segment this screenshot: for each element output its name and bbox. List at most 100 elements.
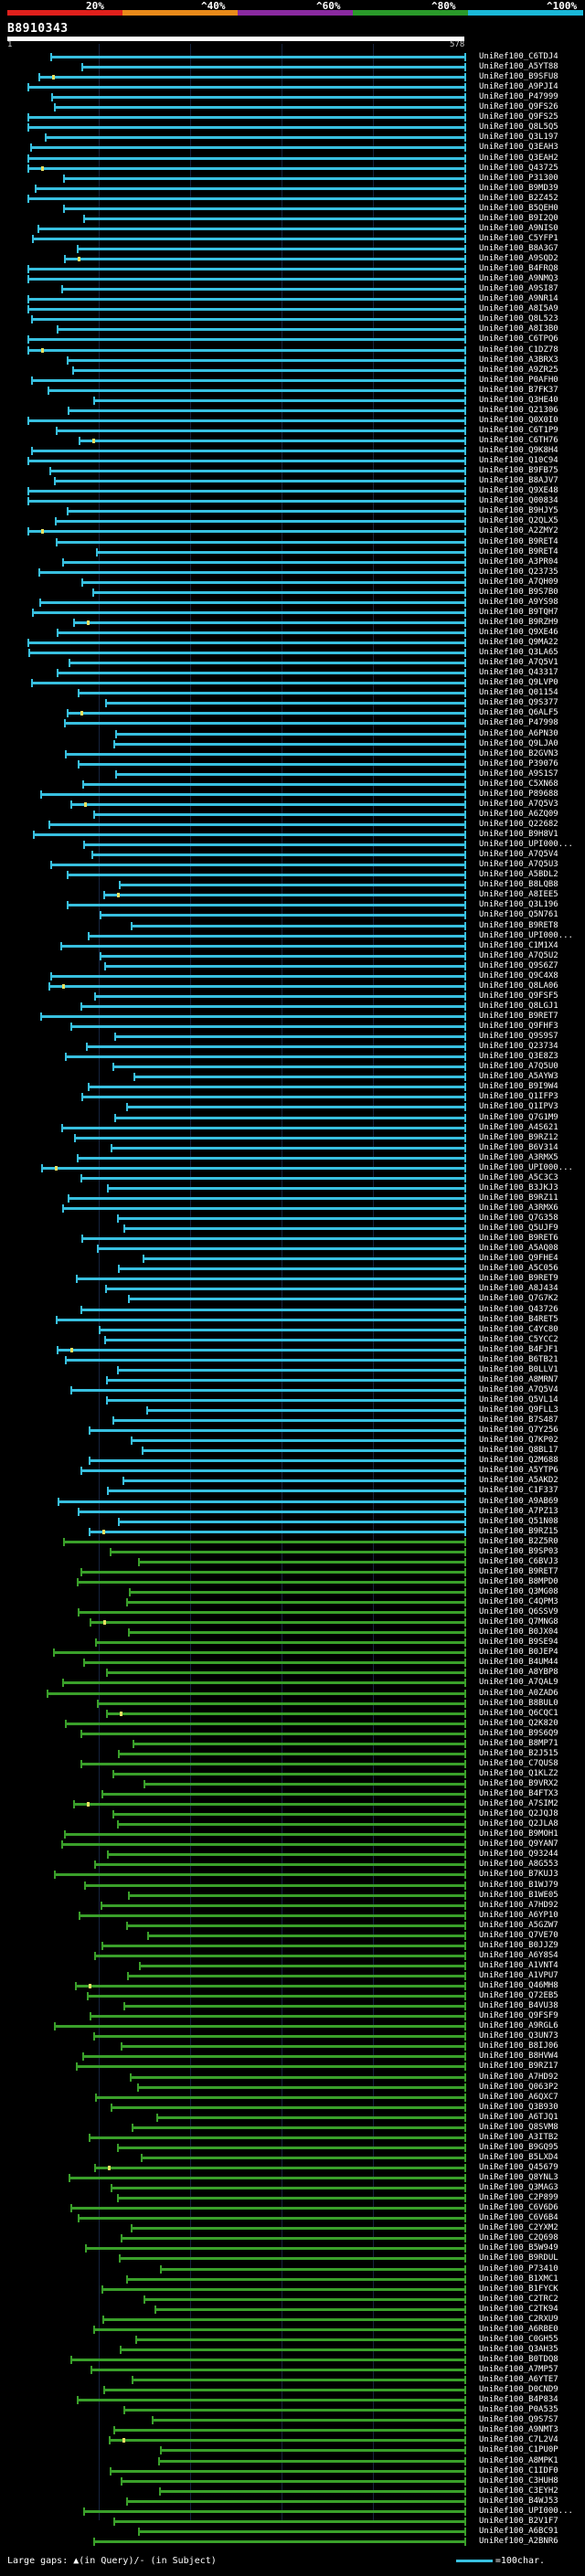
hit-row[interactable]: UniRef100_B2Z5R0 <box>0 1536 585 1547</box>
hit-label[interactable]: UniRef100_C2Q698 <box>479 2233 558 2243</box>
hit-row[interactable]: UniRef100_B8IJ06 <box>0 2041 585 2051</box>
hit-row[interactable]: UniRef100_B9SFU8 <box>0 71 585 82</box>
hit-label[interactable]: UniRef100_C1DZ78 <box>479 345 558 355</box>
hit-label[interactable]: UniRef100_Q8L523 <box>479 314 558 324</box>
hit-row[interactable]: UniRef100_A6YTE7 <box>0 2374 585 2385</box>
hit-row[interactable]: UniRef100_A7HD92 <box>0 1900 585 1911</box>
hit-label[interactable]: UniRef100_Q3EAH3 <box>479 143 558 153</box>
hit-row[interactable]: UniRef100_A6PN30 <box>0 728 585 739</box>
hit-row[interactable]: UniRef100_C1M1X4 <box>0 940 585 951</box>
hit-row[interactable]: UniRef100_A8I5A9 <box>0 303 585 314</box>
hit-label[interactable]: UniRef100_B9I2Q0 <box>479 213 558 223</box>
hit-label[interactable]: UniRef100_A9NMQ3 <box>479 274 558 284</box>
hit-row[interactable]: UniRef100_C1IDF0 <box>0 2465 585 2476</box>
hit-row[interactable]: UniRef100_B9RET7 <box>0 1011 585 1022</box>
hit-label[interactable]: UniRef100_B8MP71 <box>479 1738 558 1748</box>
hit-label[interactable]: UniRef100_B9S6Q9 <box>479 1728 558 1738</box>
hit-row[interactable]: UniRef100_B5QEH0 <box>0 203 585 214</box>
hit-label[interactable]: UniRef100_Q9FS26 <box>479 102 558 112</box>
hit-label[interactable]: UniRef100_Q3LA65 <box>479 648 558 658</box>
hit-label[interactable]: UniRef100_C6T1P9 <box>479 425 558 435</box>
hit-label[interactable]: UniRef100_C5YCC2 <box>479 1334 558 1344</box>
hit-label[interactable]: UniRef100_A6TJQ1 <box>479 2112 558 2122</box>
hit-label[interactable]: UniRef100_D0CND9 <box>479 2385 558 2395</box>
hit-label[interactable]: UniRef100_B4FTX3 <box>479 1789 558 1799</box>
hit-row[interactable]: UniRef100_C6T1P9 <box>0 425 585 436</box>
hit-row[interactable]: UniRef100_C2TK94 <box>0 2304 585 2315</box>
hit-label[interactable]: UniRef100_B9MD39 <box>479 183 558 193</box>
hit-label[interactable]: UniRef100_P31300 <box>479 173 558 183</box>
hit-label[interactable]: UniRef100_A5AQ08 <box>479 1244 558 1254</box>
hit-label[interactable]: UniRef100_A7PZ13 <box>479 1506 558 1516</box>
hit-label[interactable]: UniRef100_B9RET7 <box>479 1566 558 1576</box>
hit-row[interactable]: UniRef100_A8G553 <box>0 1859 585 1870</box>
hit-row[interactable]: UniRef100_Q2JQJ8 <box>0 1808 585 1819</box>
hit-row[interactable]: UniRef100_B4P834 <box>0 2394 585 2405</box>
hit-row[interactable]: UniRef100_A5C3C3 <box>0 1172 585 1183</box>
hit-label[interactable]: UniRef100_Q8SVM8 <box>479 2122 558 2132</box>
hit-row[interactable]: UniRef100_Q0X0I0 <box>0 415 585 426</box>
hit-row[interactable]: UniRef100_C5XN68 <box>0 779 585 790</box>
hit-label[interactable]: UniRef100_A9NIS0 <box>479 223 558 233</box>
hit-row[interactable]: UniRef100_A0ZAD6 <box>0 1688 585 1699</box>
hit-row[interactable]: UniRef100_B9I2Q0 <box>0 213 585 224</box>
hit-label[interactable]: UniRef100_Q10C94 <box>479 456 558 466</box>
hit-row[interactable]: UniRef100_C6V6B4 <box>0 2212 585 2223</box>
hit-label[interactable]: UniRef100_Q00834 <box>479 496 558 506</box>
hit-row[interactable]: UniRef100_B8LQB8 <box>0 879 585 890</box>
hit-label[interactable]: UniRef100_P47998 <box>479 718 558 728</box>
hit-label[interactable]: UniRef100_Q7G358 <box>479 1214 558 1224</box>
hit-label[interactable]: UniRef100_A6YTE7 <box>479 2375 558 2385</box>
hit-label[interactable]: UniRef100_B9RZ12 <box>479 1132 558 1142</box>
hit-row[interactable]: UniRef100_A8J434 <box>0 1283 585 1294</box>
hit-label[interactable]: UniRef100_Q93244 <box>479 1850 558 1860</box>
hit-label[interactable]: UniRef100_B9I9W4 <box>479 1082 558 1092</box>
hit-row[interactable]: UniRef100_Q9XE48 <box>0 485 585 496</box>
hit-label[interactable]: UniRef100_Q9FLL3 <box>479 1405 558 1415</box>
hit-row[interactable]: UniRef100_Q46MH8 <box>0 1980 585 1991</box>
hit-label[interactable]: UniRef100_B9HJY5 <box>479 506 558 516</box>
hit-row[interactable]: UniRef100_B9I9W4 <box>0 1081 585 1092</box>
hit-row[interactable]: UniRef100_A9SQD2 <box>0 253 585 264</box>
hit-row[interactable]: UniRef100_B1XMC1 <box>0 2274 585 2284</box>
hit-row[interactable]: UniRef100_C7QUS8 <box>0 1758 585 1769</box>
hit-row[interactable]: UniRef100_Q9YAN7 <box>0 1839 585 1850</box>
hit-row[interactable]: UniRef100_Q9FSF5 <box>0 991 585 1002</box>
hit-row[interactable]: UniRef100_B9TQH7 <box>0 607 585 618</box>
hit-label[interactable]: UniRef100_A7QAL9 <box>479 1678 558 1688</box>
hit-label[interactable]: UniRef100_Q6CQC1 <box>479 1708 558 1718</box>
hit-label[interactable]: UniRef100_Q3L196 <box>479 900 558 910</box>
hit-label[interactable]: UniRef100_Q22682 <box>479 820 558 829</box>
hit-label[interactable]: UniRef100_B9VRX2 <box>479 1779 558 1788</box>
hit-label[interactable]: UniRef100_Q7Y256 <box>479 1426 558 1436</box>
hit-label[interactable]: UniRef100_B0JJZ9 <box>479 1940 558 1950</box>
hit-label[interactable]: UniRef100_UPI000... <box>479 2506 573 2516</box>
hit-row[interactable]: UniRef100_A1VNT4 <box>0 1960 585 1971</box>
hit-label[interactable]: UniRef100_C6BVJ3 <box>479 1556 558 1566</box>
hit-label[interactable]: UniRef100_Q8YNL3 <box>479 2173 558 2183</box>
hit-label[interactable]: UniRef100_B4P834 <box>479 2395 558 2405</box>
hit-row[interactable]: UniRef100_A8IEE5 <box>0 889 585 900</box>
hit-label[interactable]: UniRef100_B9SP03 <box>479 1546 558 1556</box>
hit-row[interactable]: UniRef100_P31300 <box>0 173 585 184</box>
hit-row[interactable]: UniRef100_Q063P2 <box>0 2082 585 2093</box>
hit-row[interactable]: UniRef100_A3RMX5 <box>0 1152 585 1163</box>
hit-label[interactable]: UniRef100_B6V314 <box>479 1142 558 1152</box>
hit-label[interactable]: UniRef100_Q6ALF5 <box>479 708 558 718</box>
hit-row[interactable]: UniRef100_UPI000... <box>0 839 585 850</box>
hit-row[interactable]: UniRef100_A6ZQ09 <box>0 809 585 820</box>
hit-label[interactable]: UniRef100_Q9FS25 <box>479 112 558 122</box>
hit-label[interactable]: UniRef100_B4RET5 <box>479 1314 558 1324</box>
hit-row[interactable]: UniRef100_Q2QLX5 <box>0 515 585 526</box>
hit-label[interactable]: UniRef100_C6TDJ4 <box>479 52 558 61</box>
hit-label[interactable]: UniRef100_B9MOH1 <box>479 1829 558 1839</box>
hit-label[interactable]: UniRef100_Q9XE48 <box>479 486 558 496</box>
hit-label[interactable]: UniRef100_Q2JLA8 <box>479 1819 558 1829</box>
hit-label[interactable]: UniRef100_P39076 <box>479 758 558 769</box>
hit-label[interactable]: UniRef100_Q3UN73 <box>479 2031 558 2041</box>
hit-row[interactable]: UniRef100_B4FRQ8 <box>0 263 585 274</box>
hit-label[interactable]: UniRef100_A3ITB2 <box>479 2132 558 2142</box>
hit-row[interactable]: UniRef100_C7L2V4 <box>0 2434 585 2445</box>
hit-row[interactable]: UniRef100_C6V6D6 <box>0 2202 585 2213</box>
hit-row[interactable]: UniRef100_B2V1F7 <box>0 2516 585 2527</box>
